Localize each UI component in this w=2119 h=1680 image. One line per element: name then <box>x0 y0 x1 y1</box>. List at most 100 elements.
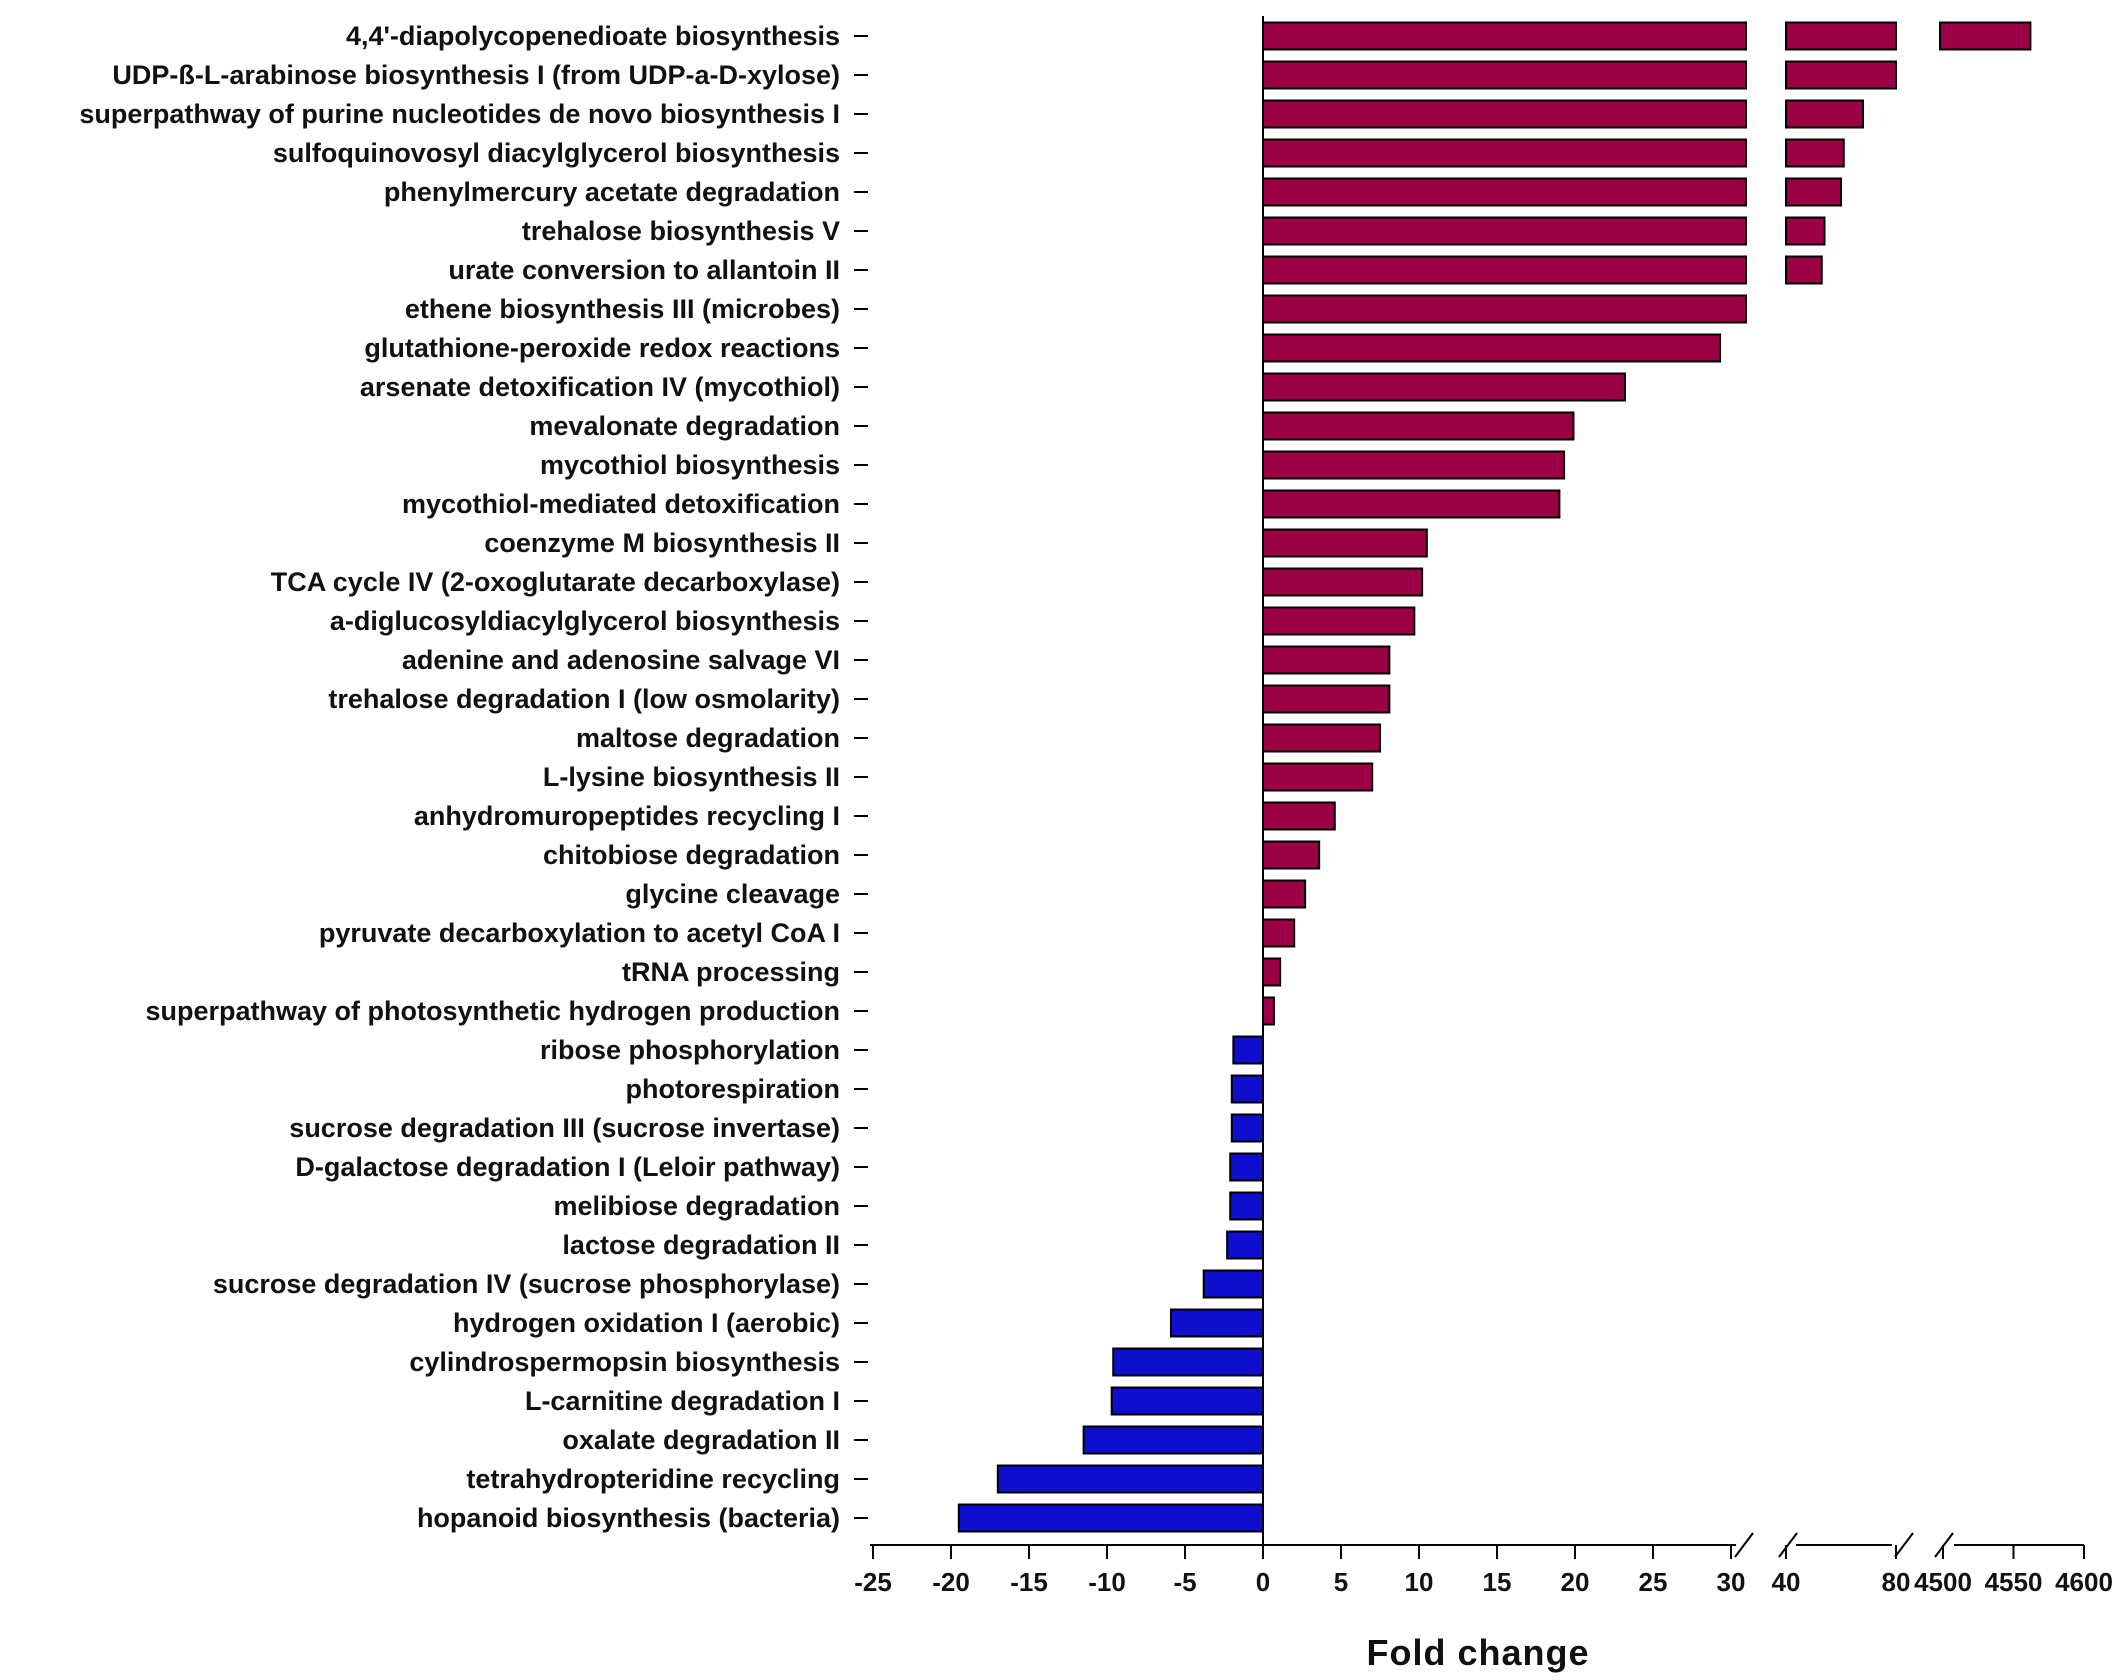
category-label: oxalate degradation II <box>562 1425 840 1455</box>
bar-23 <box>1262 918 1296 948</box>
category-label: trehalose biosynthesis V <box>522 216 840 246</box>
category-label: superpathway of purine nucleotides de no… <box>79 99 840 129</box>
bar-8 <box>1262 333 1722 363</box>
category-label: pyruvate decarboxylation to acetyl CoA I <box>319 918 840 948</box>
bar-13 <box>1262 528 1428 558</box>
category-label: a-diglucosyldiacylglycerol biosynthesis <box>330 606 840 636</box>
category-label: cylindrospermopsin biosynthesis <box>409 1347 840 1377</box>
bar-21 <box>1262 840 1321 870</box>
category-label: phenylmercury acetate degradation <box>384 177 840 207</box>
bar-3-seg-0 <box>1262 138 1747 168</box>
category-label: L-lysine biosynthesis II <box>543 762 840 792</box>
category-label: D-galactose degradation I (Leloir pathwa… <box>295 1152 840 1182</box>
bar-25 <box>1262 996 1275 1026</box>
axis-break-mark-2 <box>1894 1532 1914 1558</box>
category-label: urate conversion to allantoin II <box>448 255 840 285</box>
x-tick-label: 4550 <box>1985 1567 2043 1597</box>
category-label: mycothiol-mediated detoxification <box>402 489 840 519</box>
category-label: coenzyme M biosynthesis II <box>484 528 840 558</box>
x-tick-label: 4600 <box>2055 1567 2113 1597</box>
x-tick-label: -10 <box>1088 1567 1126 1597</box>
bar-5-seg-1 <box>1785 216 1826 246</box>
category-label: maltose degradation <box>576 723 840 753</box>
category-label: arsenate detoxification IV (mycothiol) <box>360 372 840 402</box>
x-tick-label: -15 <box>1010 1567 1048 1597</box>
bar-35 <box>1110 1386 1265 1416</box>
bar-6-seg-1 <box>1785 255 1823 285</box>
bar-31 <box>1226 1230 1264 1260</box>
x-tick-label: 40 <box>1772 1567 1801 1597</box>
category-label: melibiose degradation <box>553 1191 840 1221</box>
bar-33 <box>1169 1308 1264 1338</box>
x-tick-label: 30 <box>1717 1567 1746 1597</box>
bar-32 <box>1202 1269 1264 1299</box>
bar-24 <box>1262 957 1282 987</box>
bar-4-seg-1 <box>1785 177 1842 207</box>
bar-16 <box>1262 645 1391 675</box>
category-label: 4,4'-diapolycopenedioate biosynthesis <box>346 21 840 51</box>
x-tick-label: 4500 <box>1914 1567 1972 1597</box>
bar-1-seg-0 <box>1262 60 1747 90</box>
bar-2-seg-1 <box>1785 99 1864 129</box>
bar-6-seg-0 <box>1262 255 1747 285</box>
bar-38 <box>957 1503 1264 1533</box>
bar-34 <box>1112 1347 1264 1377</box>
bar-30 <box>1229 1191 1264 1221</box>
bar-11 <box>1262 450 1566 480</box>
bar-29 <box>1229 1152 1264 1182</box>
x-tick-label: -25 <box>854 1567 892 1597</box>
x-tick-label: 5 <box>1334 1567 1348 1597</box>
category-labels-layer: 4,4'-diapolycopenedioate biosynthesis UDP… <box>79 21 840 1533</box>
bar-0-seg-1 <box>1785 21 1897 51</box>
category-label: ribose phosphorylation <box>540 1035 840 1065</box>
bar-22 <box>1262 879 1307 909</box>
category-label: mycothiol biosynthesis <box>540 450 840 480</box>
bar-26 <box>1232 1035 1264 1065</box>
bar-9 <box>1262 372 1626 402</box>
bar-28 <box>1230 1113 1265 1143</box>
bar-0-seg-2 <box>1939 21 2032 51</box>
bar-4-seg-0 <box>1262 177 1747 207</box>
x-tick-label: 80 <box>1882 1567 1911 1597</box>
bar-36 <box>1082 1425 1264 1455</box>
category-label: hydrogen oxidation I (aerobic) <box>453 1308 840 1338</box>
bar-1-seg-1 <box>1785 60 1897 90</box>
category-label: UDP-ß-L-arabinose biosynthesis I (from U… <box>112 60 840 90</box>
category-label: anhydromuropeptides recycling I <box>414 801 840 831</box>
category-label: glutathione-peroxide redox reactions <box>364 333 840 363</box>
category-label: photorespiration <box>626 1074 841 1104</box>
category-label: tRNA processing <box>622 957 840 987</box>
category-label: chitobiose degradation <box>543 840 840 870</box>
x-tick-label: 25 <box>1639 1567 1668 1597</box>
bar-27 <box>1230 1074 1265 1104</box>
x-tick-label: 0 <box>1256 1567 1270 1597</box>
bars-layer <box>957 21 2032 1533</box>
category-label: ethene biosynthesis III (microbes) <box>405 294 840 324</box>
bar-19 <box>1262 762 1374 792</box>
category-label: mevalonate degradation <box>529 411 840 441</box>
category-label: TCA cycle IV (2-oxoglutarate decarboxyla… <box>271 567 840 597</box>
x-tick-label: 15 <box>1483 1567 1512 1597</box>
bar-37 <box>996 1464 1264 1494</box>
bar-20 <box>1262 801 1336 831</box>
bar-17 <box>1262 684 1391 714</box>
category-label: sulfoquinovosyl diacylglycerol biosynthe… <box>273 138 840 168</box>
axis-break-mark-1 <box>1778 1532 1798 1558</box>
x-axis-title: Fold change <box>1366 1632 1589 1673</box>
bar-5-seg-0 <box>1262 216 1747 246</box>
bar-2-seg-0 <box>1262 99 1747 129</box>
x-tick-label: 10 <box>1405 1567 1434 1597</box>
category-label: trehalose degradation I (low osmolarity) <box>328 684 840 714</box>
bar-0-seg-0 <box>1262 21 1747 51</box>
x-tick-label: 20 <box>1561 1567 1590 1597</box>
bar-3-seg-1 <box>1785 138 1845 168</box>
x-tick-label: -5 <box>1173 1567 1196 1597</box>
category-label: sucrose degradation IV (sucrose phosphor… <box>213 1269 840 1299</box>
category-label: glycine cleavage <box>625 879 840 909</box>
category-label: lactose degradation II <box>562 1230 840 1260</box>
bar-12 <box>1262 489 1561 519</box>
bar-7 <box>1262 294 1747 324</box>
bar-18 <box>1262 723 1381 753</box>
category-label: tetrahydropteridine recycling <box>466 1464 840 1494</box>
